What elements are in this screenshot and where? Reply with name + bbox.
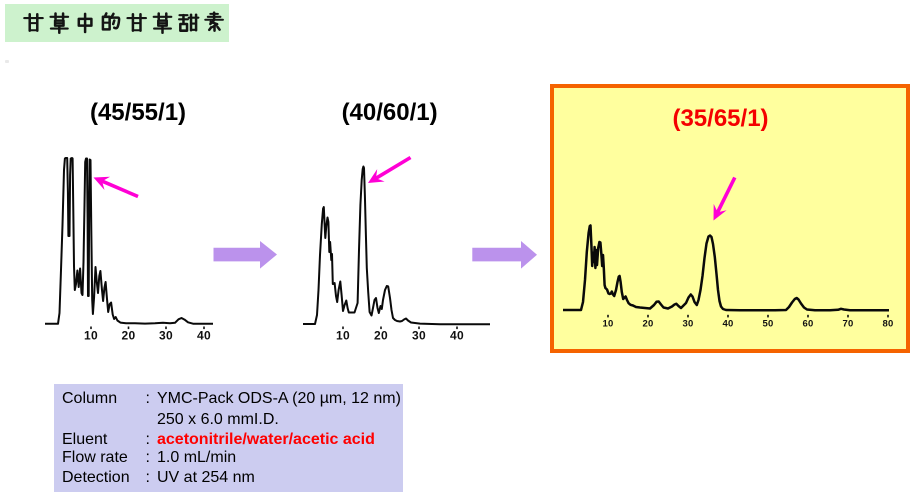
svg-text:80: 80 — [883, 319, 894, 330]
svg-text:30: 30 — [159, 329, 173, 343]
svg-text:20: 20 — [643, 319, 654, 330]
svg-text:60: 60 — [803, 319, 814, 330]
svg-text:40: 40 — [197, 329, 211, 343]
svg-text:10: 10 — [603, 319, 614, 330]
svg-text:40: 40 — [723, 319, 734, 330]
svg-text:30: 30 — [683, 319, 694, 330]
svg-text:20: 20 — [374, 329, 388, 343]
svg-text:30: 30 — [412, 329, 426, 343]
svg-text:10: 10 — [336, 329, 350, 343]
svg-text:70: 70 — [843, 319, 854, 330]
svg-text:50: 50 — [763, 319, 774, 330]
svg-text:40: 40 — [450, 329, 464, 343]
svg-text:20: 20 — [122, 329, 136, 343]
svg-text:10: 10 — [84, 329, 98, 343]
